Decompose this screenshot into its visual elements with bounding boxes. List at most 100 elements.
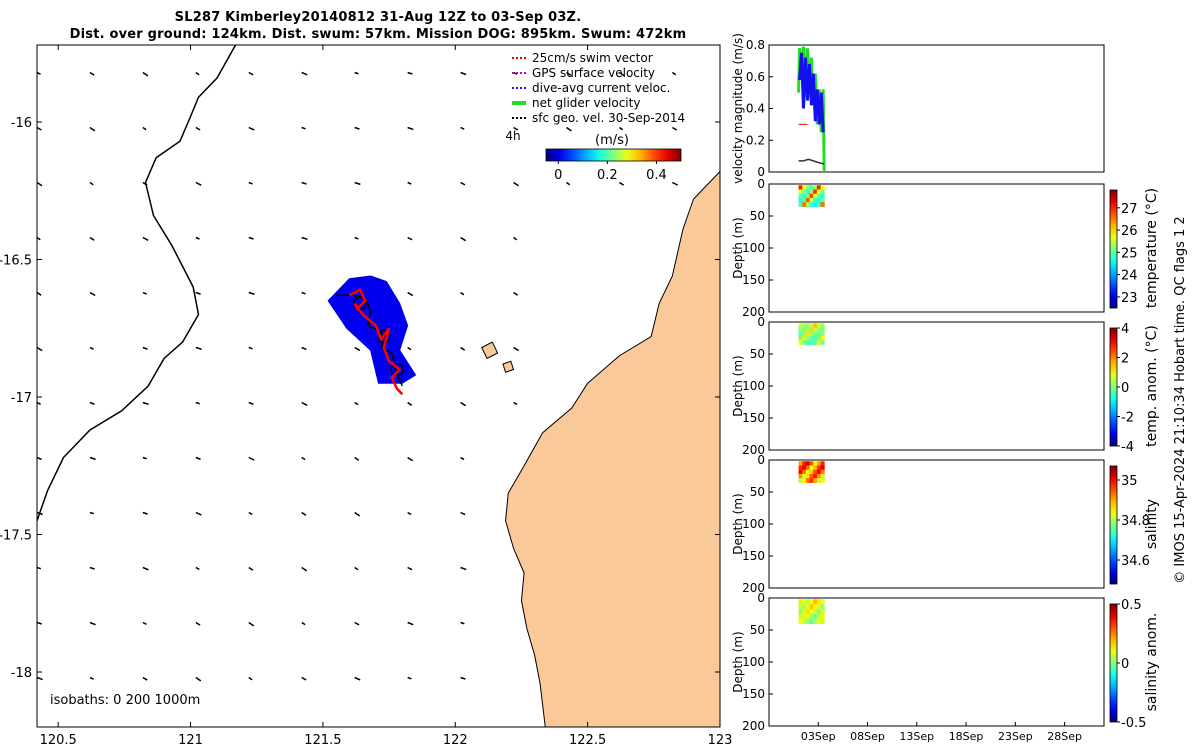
section-cell <box>816 185 822 191</box>
section-cell <box>802 197 807 203</box>
section-cell <box>809 465 814 471</box>
velocity-series-line <box>798 158 825 165</box>
section-cell <box>816 473 822 479</box>
sfc-velocity-arrow <box>248 401 254 406</box>
section-cell <box>805 604 811 610</box>
section-cell <box>816 478 822 483</box>
section-cell <box>820 185 825 191</box>
section-cell <box>805 331 811 337</box>
section-cell <box>805 618 811 625</box>
sfc-velocity-arrow <box>37 291 42 296</box>
sfc-velocity-arrow <box>37 71 41 75</box>
section-y-tick-label: 150 <box>742 273 765 287</box>
section-cell <box>805 609 811 615</box>
sfc-velocity-arrow <box>248 291 255 295</box>
section-cell <box>816 465 822 471</box>
section-y-tick-label: 0 <box>757 177 765 191</box>
section-cell <box>816 469 822 475</box>
section-y-tick-label: 200 <box>742 305 765 319</box>
land-polygon <box>505 170 720 727</box>
sfc-velocity-arrow <box>195 236 200 240</box>
sfc-velocity-arrow <box>301 566 308 572</box>
sfc-velocity-arrow <box>195 71 200 76</box>
sfc-velocity-arrow <box>407 71 413 75</box>
section-cell <box>813 618 818 625</box>
section-cell <box>805 465 811 471</box>
section-cell <box>813 331 818 337</box>
section-cell <box>802 193 807 199</box>
section-cell <box>805 193 811 199</box>
section-cell <box>805 469 811 475</box>
time-x-tick-label: 08Sep <box>850 730 885 743</box>
sfc-velocity-arrow <box>301 71 308 76</box>
sfc-velocity-arrow <box>142 511 148 515</box>
section-y-label: Depth (m) <box>731 355 745 416</box>
dive-loop <box>377 329 391 344</box>
section-cell <box>809 202 814 207</box>
section-cell <box>820 599 825 605</box>
section-y-tick-label: 100 <box>742 517 765 531</box>
sfc-velocity-arrow <box>248 346 253 350</box>
section-cell <box>798 189 803 195</box>
section-cell <box>809 335 814 341</box>
map-x-tick-label: 120.5 <box>40 733 77 748</box>
section-y-tick-label: 150 <box>742 549 765 563</box>
section-y-tick-label: 50 <box>750 623 765 637</box>
section-cell <box>813 478 818 483</box>
sfc-velocity-arrow <box>354 71 359 75</box>
sfc-velocity-arrow <box>513 401 518 405</box>
section-panel: 0 50 100 150 200 Depth (m) 34.6 34.8 35 salinity <box>731 453 1160 595</box>
section-cell <box>798 323 803 329</box>
time-x-tick-label: 23Sep <box>998 730 1033 743</box>
section-cell <box>805 599 811 605</box>
section-cell <box>802 465 807 471</box>
sfc-velocity-arrow <box>354 181 361 186</box>
section-cell <box>802 185 807 191</box>
section-cell <box>805 473 811 479</box>
sfc-velocity-arrow <box>460 126 465 130</box>
section-cell <box>820 189 825 195</box>
velocity-series-line <box>798 52 825 133</box>
sfc-velocity-arrow <box>618 126 624 131</box>
section-y-tick-label: 0 <box>757 591 765 605</box>
section-cell <box>802 618 807 625</box>
section-y-tick-label: 0 <box>757 453 765 467</box>
section-cell <box>820 604 825 610</box>
section-cell <box>798 618 803 625</box>
section-colorbar <box>1109 465 1118 585</box>
time-x-tick-label: 03Sep <box>801 730 836 743</box>
section-cell <box>802 604 807 610</box>
section-cell <box>802 323 807 329</box>
section-cell <box>813 327 818 333</box>
map-x-tick-label: 121.5 <box>304 733 341 748</box>
sfc-velocity-arrow <box>248 181 253 185</box>
sfc-velocity-arrow <box>672 181 679 186</box>
sfc-velocity-arrow <box>407 676 412 680</box>
section-cell <box>809 323 814 329</box>
section-cell <box>805 197 811 203</box>
section-cell <box>809 473 814 479</box>
sfc-velocity-arrow <box>354 126 360 130</box>
section-cell <box>809 609 814 615</box>
section-cell <box>820 323 825 329</box>
figure-title-line-2: Dist. over ground: 124km. Dist. swum: 57… <box>69 27 687 42</box>
velocity-y-label: velocity magnitude (m/s) <box>731 33 745 184</box>
sfc-velocity-arrow <box>248 236 254 240</box>
sfc-velocity-arrow <box>301 676 307 681</box>
sfc-velocity-arrow <box>407 456 414 462</box>
sfc-velocity-arrow <box>142 566 149 571</box>
colorbar-tick-label: 27 <box>1121 202 1138 217</box>
section-cell <box>802 189 807 195</box>
sfc-velocity-arrow <box>89 236 95 241</box>
sfc-velocity-arrow <box>460 346 466 351</box>
sfc-velocity-arrow <box>513 181 519 187</box>
section-cell <box>813 604 818 610</box>
sfc-velocity-arrow <box>142 676 148 681</box>
section-y-label: Depth (m) <box>731 217 745 278</box>
section-cell <box>802 461 807 467</box>
section-cell <box>798 335 803 341</box>
section-y-label: Depth (m) <box>731 631 745 692</box>
section-cell <box>813 465 818 471</box>
sfc-velocity-arrow <box>248 511 253 516</box>
